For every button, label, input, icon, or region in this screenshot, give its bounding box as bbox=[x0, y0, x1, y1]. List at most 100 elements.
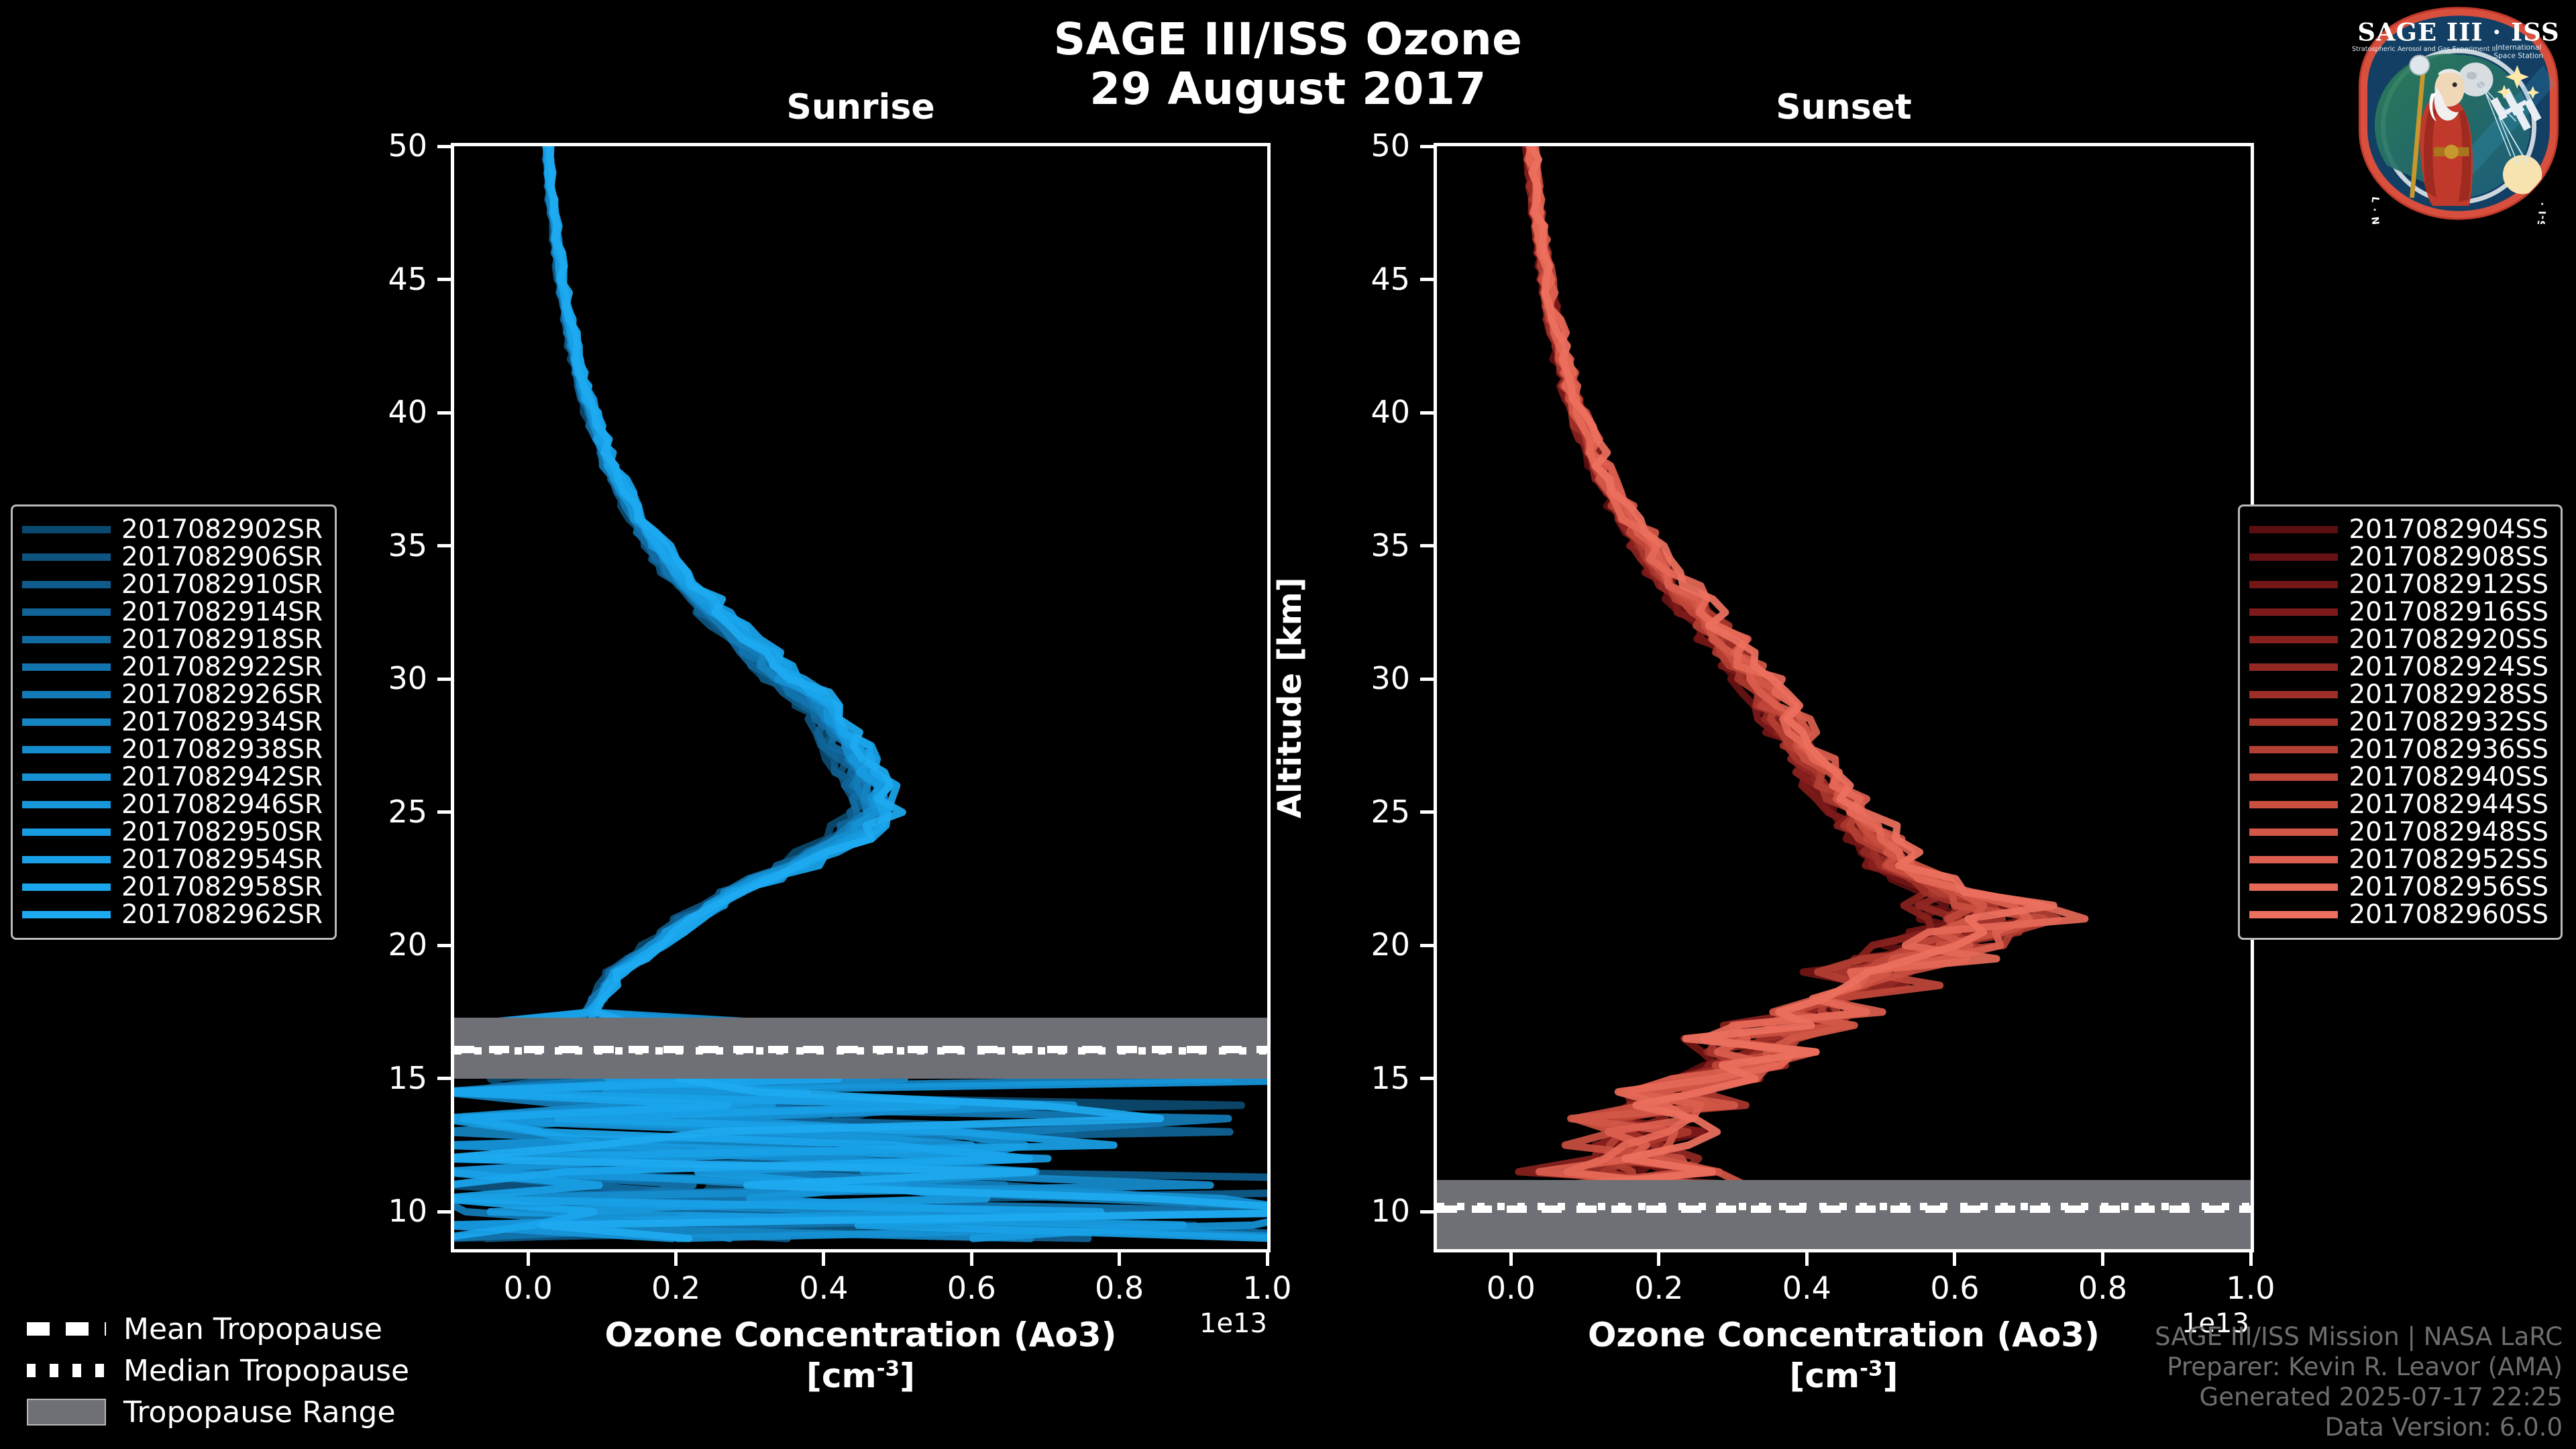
x-tick-label: 0.4 bbox=[1782, 1270, 1831, 1306]
legend-sunset[interactable]: 2017082904SS 2017082908SS 2017082912SS 2017… bbox=[2238, 504, 2563, 940]
legend-item[interactable]: 2017082944SS bbox=[2249, 790, 2548, 820]
y-tick-mark bbox=[1420, 544, 1434, 548]
legend-item-label: 2017082940SS bbox=[2349, 762, 2548, 792]
x-tick-label: 0.0 bbox=[1486, 1270, 1536, 1306]
y-tick-mark bbox=[437, 810, 451, 814]
y-tick-label: 35 bbox=[388, 527, 427, 564]
x-axis-offset-sunrise: 1e13 bbox=[1199, 1308, 1267, 1339]
legend-item[interactable]: 2017082942SR bbox=[22, 762, 323, 792]
legend-color-swatch bbox=[2249, 636, 2339, 643]
credits-line-3: Generated 2025-07-17 22:25 bbox=[2199, 1382, 2563, 1411]
median-tropopause-line-sunrise bbox=[454, 1047, 1267, 1055]
svg-text:Space Station: Space Station bbox=[2493, 52, 2543, 60]
y-tick-label: 40 bbox=[388, 394, 427, 431]
y-tick-label: 40 bbox=[1371, 394, 1410, 431]
legend-color-swatch bbox=[22, 773, 111, 781]
panel-title-sunset: Sunset bbox=[1776, 87, 1912, 127]
legend-color-swatch bbox=[22, 636, 111, 643]
y-tick-mark bbox=[437, 1077, 451, 1081]
y-tick-mark bbox=[1420, 677, 1434, 681]
legend-color-swatch bbox=[2249, 828, 2339, 836]
legend-item-label: 2017082928SS bbox=[2349, 680, 2548, 710]
legend-item[interactable]: 2017082938SR bbox=[22, 735, 323, 765]
y-tick-label: 35 bbox=[1371, 527, 1410, 564]
series-line bbox=[1525, 146, 2089, 1242]
legend-item[interactable]: 2017082958SR bbox=[22, 872, 323, 902]
tropopause-legend-item[interactable]: Tropopause Range bbox=[12, 1391, 409, 1433]
legend-item[interactable]: 2017082916SS bbox=[2249, 597, 2548, 627]
x-tick-mark bbox=[822, 1252, 826, 1266]
legend-sunrise[interactable]: 2017082902SR 2017082906SR 2017082910SR 2017… bbox=[11, 504, 337, 940]
svg-text:Stratospheric Aerosol and Gas: Stratospheric Aerosol and Gas Experiment… bbox=[2352, 46, 2498, 53]
legend-item[interactable]: 2017082940SS bbox=[2249, 762, 2548, 792]
legend-color-swatch bbox=[2249, 718, 2339, 726]
legend-color-swatch bbox=[2249, 663, 2339, 671]
tropopause-legend-item[interactable]: Median Tropopause bbox=[12, 1350, 409, 1391]
y-tick-label: 50 bbox=[1371, 127, 1410, 164]
x-tick-mark bbox=[674, 1252, 678, 1266]
legend-item[interactable]: 2017082928SS bbox=[2249, 680, 2548, 710]
legend-color-swatch bbox=[22, 911, 111, 918]
legend-item[interactable]: 2017082902SR bbox=[22, 515, 323, 545]
legend-item[interactable]: 2017082920SS bbox=[2249, 625, 2548, 655]
y-tick-mark bbox=[437, 943, 451, 947]
x-tick-mark bbox=[2100, 1252, 2104, 1266]
x-tick-label: 0.4 bbox=[799, 1270, 849, 1306]
legend-color-swatch bbox=[22, 883, 111, 891]
y-tick-label: 10 bbox=[388, 1193, 427, 1230]
credits-line-2: Preparer: Kevin R. Leavor (AMA) bbox=[2167, 1352, 2563, 1381]
legend-item[interactable]: 2017082936SS bbox=[2249, 735, 2548, 765]
tropopause-legend-label: Median Tropopause bbox=[123, 1353, 410, 1388]
legend-item-label: 2017082958SR bbox=[121, 872, 323, 902]
legend-item[interactable]: 2017082910SR bbox=[22, 570, 323, 600]
y-tick-label: 10 bbox=[1371, 1193, 1410, 1230]
tropopause-legend-label: Tropopause Range bbox=[123, 1395, 396, 1430]
legend-color-swatch bbox=[22, 608, 111, 616]
legend-item[interactable]: 2017082946SR bbox=[22, 790, 323, 820]
legend-item[interactable]: 2017082918SR bbox=[22, 625, 323, 655]
legend-item[interactable]: 2017082954SR bbox=[22, 845, 323, 875]
legend-color-swatch bbox=[22, 746, 111, 753]
legend-color-swatch bbox=[22, 553, 111, 561]
legend-color-swatch bbox=[22, 663, 111, 671]
y-tick-label: 15 bbox=[1371, 1059, 1410, 1096]
legend-item[interactable]: 2017082950SR bbox=[22, 817, 323, 847]
legend-item[interactable]: 2017082962SR bbox=[22, 900, 323, 930]
legend-item[interactable]: 2017082912SS bbox=[2249, 570, 2548, 600]
legend-item[interactable]: 2017082908SS bbox=[2249, 542, 2548, 572]
legend-item[interactable]: 2017082922SR bbox=[22, 652, 323, 682]
legend-item-label: 2017082912SS bbox=[2349, 570, 2548, 600]
y-tick-label: 20 bbox=[1371, 926, 1410, 963]
series-lines-sunrise bbox=[454, 146, 1267, 1242]
y-tick-label: 45 bbox=[1371, 260, 1410, 297]
legend-item[interactable]: 2017082926SR bbox=[22, 680, 323, 710]
legend-item[interactable]: 2017082904SS bbox=[2249, 515, 2548, 545]
legend-item[interactable]: 2017082924SS bbox=[2249, 652, 2548, 682]
legend-item[interactable]: 2017082960SS bbox=[2249, 900, 2548, 930]
tropopause-legend-key-dashed-line bbox=[27, 1322, 106, 1336]
legend-item[interactable]: 2017082914SR bbox=[22, 597, 323, 627]
legend-item-label: 2017082908SS bbox=[2349, 542, 2548, 572]
x-axis-offset-sunset: 1e13 bbox=[2182, 1308, 2249, 1339]
legend-color-swatch bbox=[2249, 911, 2339, 918]
legend-item[interactable]: 2017082956SS bbox=[2249, 872, 2548, 902]
legend-color-swatch bbox=[22, 718, 111, 726]
tropopause-legend-key-dotted-line bbox=[27, 1364, 106, 1377]
legend-item[interactable]: 2017082932SS bbox=[2249, 707, 2548, 737]
legend-item[interactable]: 2017082952SS bbox=[2249, 845, 2548, 875]
x-tick-label: 1.0 bbox=[1242, 1270, 1292, 1306]
legend-item[interactable]: 2017082906SR bbox=[22, 542, 323, 572]
legend-item[interactable]: 2017082934SR bbox=[22, 707, 323, 737]
y-tick-label: 15 bbox=[388, 1059, 427, 1096]
legend-item-label: 2017082932SS bbox=[2349, 707, 2548, 737]
legend-item[interactable]: 2017082948SS bbox=[2249, 817, 2548, 847]
legend-tropopause[interactable]: Mean Tropopause Median Tropopause Tropopau… bbox=[12, 1308, 409, 1433]
tropopause-legend-key-filled-box bbox=[27, 1399, 106, 1426]
legend-color-swatch bbox=[22, 526, 111, 533]
legend-item-label: 2017082924SS bbox=[2349, 652, 2548, 682]
legend-color-swatch bbox=[2249, 856, 2339, 863]
tropopause-legend-item[interactable]: Mean Tropopause bbox=[12, 1308, 409, 1350]
legend-color-swatch bbox=[2249, 801, 2339, 808]
legend-item-label: 2017082926SR bbox=[121, 680, 323, 710]
title-line-2: 29 August 2017 bbox=[1089, 62, 1487, 115]
